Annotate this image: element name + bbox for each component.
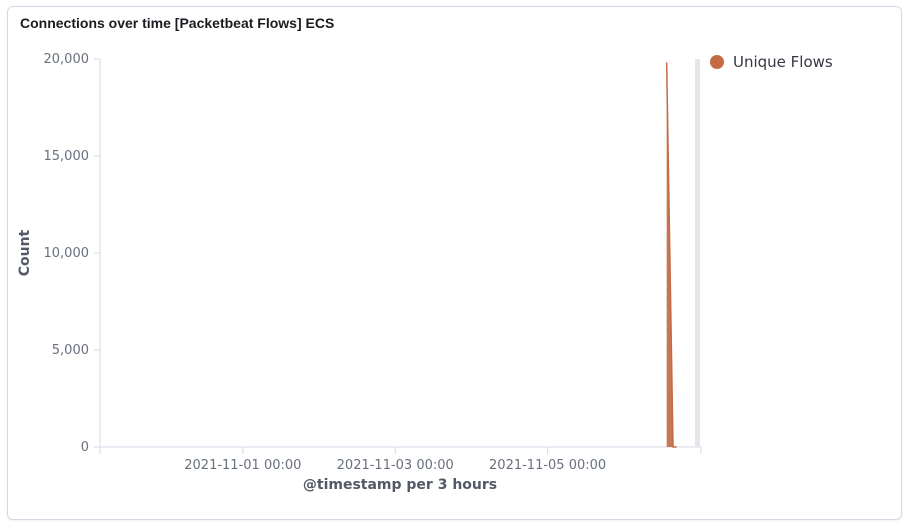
y-axis-title: Count xyxy=(17,229,33,276)
crosshair-band xyxy=(695,59,700,447)
y-axis: 0 5,000 10,000 15,000 20,000 xyxy=(44,52,101,455)
y-tick-label: 15,000 xyxy=(44,149,90,164)
y-tick-label: 5,000 xyxy=(52,343,89,358)
legend-swatch xyxy=(710,55,724,69)
legend[interactable]: Unique Flows xyxy=(710,53,833,71)
visualization-panel: Connections over time [Packetbeat Flows]… xyxy=(7,6,902,520)
y-tick-label: 10,000 xyxy=(44,246,90,261)
x-axis-title: @timestamp per 3 hours xyxy=(303,477,497,493)
data-point xyxy=(672,446,674,448)
panel-title: Connections over time [Packetbeat Flows]… xyxy=(20,15,335,31)
x-tick-label: 2021-11-05 00:00 xyxy=(489,458,606,473)
data-point xyxy=(675,446,677,448)
y-tick-label: 20,000 xyxy=(44,52,90,67)
legend-label-unique-flows[interactable]: Unique Flows xyxy=(733,53,833,71)
series-layer xyxy=(665,62,677,448)
series-area xyxy=(666,62,677,447)
data-point xyxy=(666,62,668,64)
x-tick-label: 2021-11-01 00:00 xyxy=(184,458,301,473)
x-tick-label: 2021-11-03 00:00 xyxy=(337,458,454,473)
x-axis: 2021-11-01 00:00 2021-11-03 00:00 2021-11-… xyxy=(99,446,702,473)
y-tick-label: 0 xyxy=(81,440,89,455)
